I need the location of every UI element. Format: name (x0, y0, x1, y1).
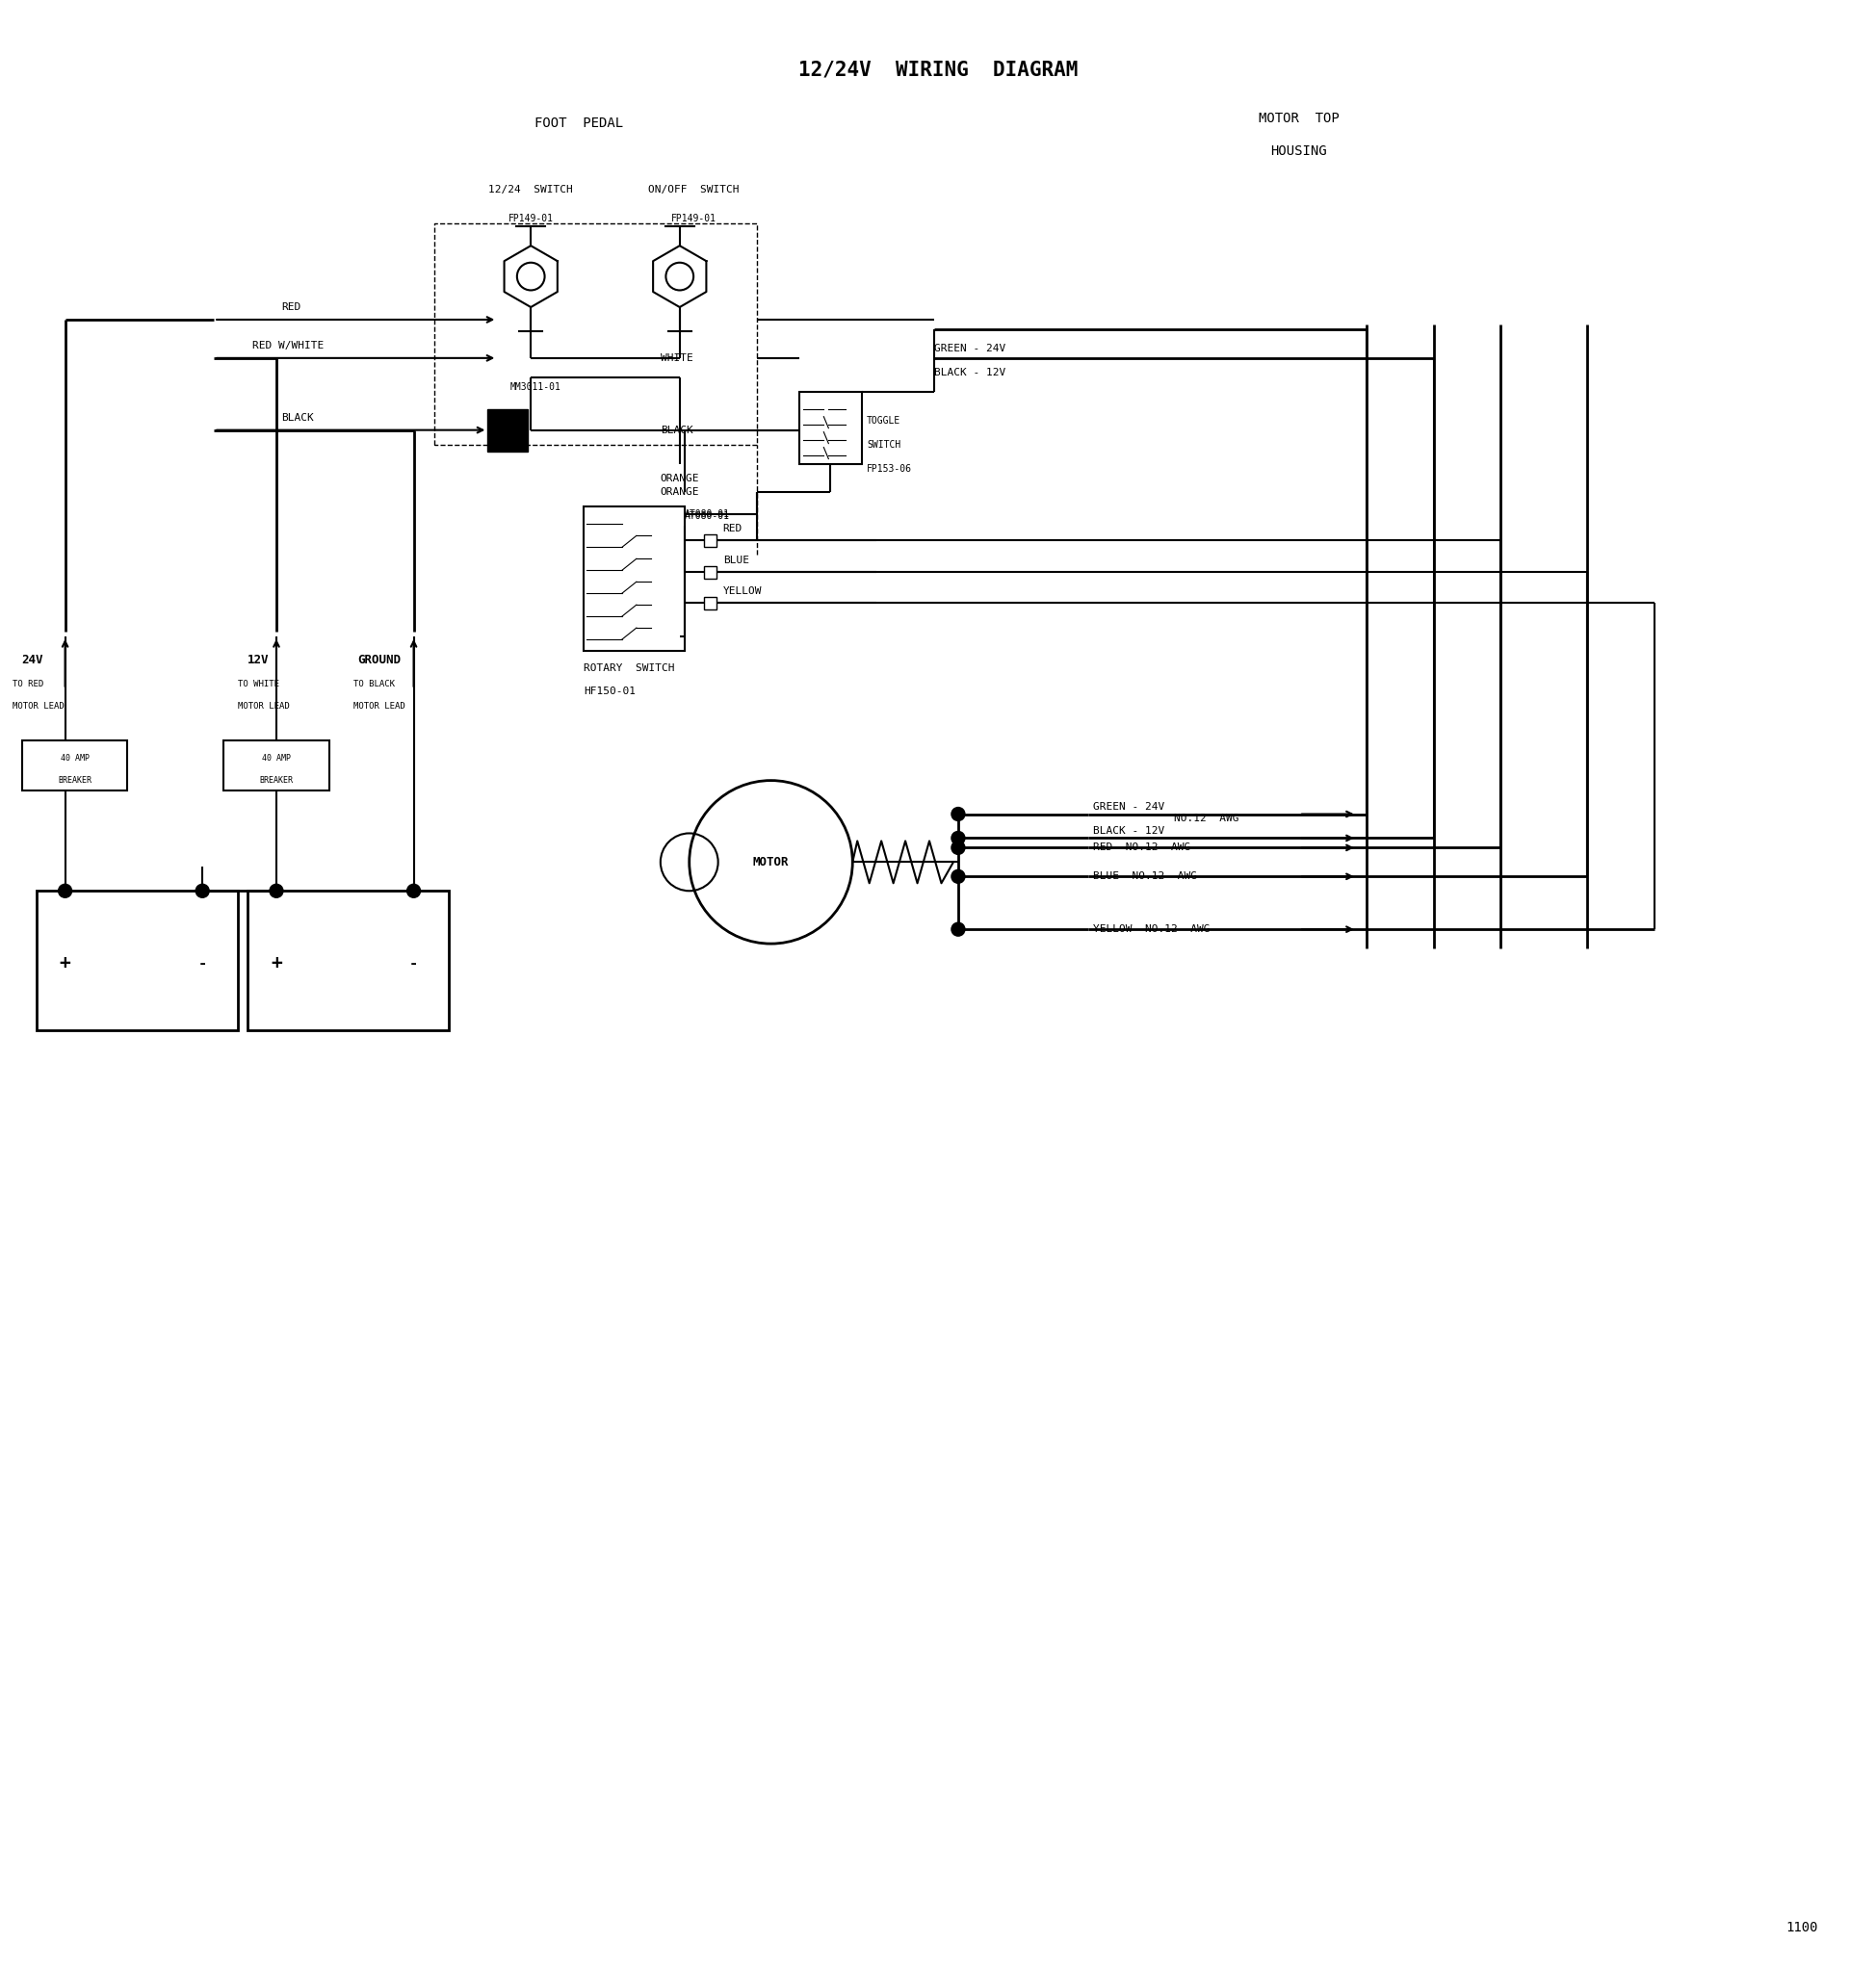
Text: 40 AMP: 40 AMP (263, 754, 291, 762)
Text: YELLOW  NO.12  AWG: YELLOW NO.12 AWG (1092, 925, 1210, 933)
Text: MOTOR LEAD: MOTOR LEAD (238, 703, 289, 711)
Text: TOGGLE: TOGGLE (867, 415, 900, 425)
Circle shape (951, 841, 964, 855)
Bar (583, 506, 685, 652)
Text: ROTARY  SWITCH: ROTARY SWITCH (583, 664, 675, 673)
Text: FP149-01: FP149-01 (672, 215, 717, 224)
Circle shape (407, 884, 420, 898)
Text: BREAKER: BREAKER (58, 776, 92, 786)
Text: 1100: 1100 (1786, 1922, 1818, 1934)
Text: ON/OFF  SWITCH: ON/OFF SWITCH (649, 185, 739, 195)
Text: 24V: 24V (23, 654, 43, 667)
Text: BREAKER: BREAKER (259, 776, 293, 786)
Bar (704, 565, 717, 579)
Text: TO RED: TO RED (13, 679, 43, 689)
Text: BLUE: BLUE (722, 555, 749, 565)
Text: ORANGE: ORANGE (660, 488, 700, 498)
Text: WHITE: WHITE (660, 352, 692, 362)
Text: AT080-01: AT080-01 (685, 512, 730, 522)
Text: YELLOW: YELLOW (722, 587, 762, 597)
Bar (704, 534, 717, 547)
Circle shape (951, 807, 964, 821)
Circle shape (270, 884, 283, 898)
Text: RED  NO.12  AWG: RED NO.12 AWG (1092, 843, 1189, 853)
Text: MOTOR: MOTOR (752, 857, 790, 868)
Bar (223, 740, 328, 790)
Text: FOOT  PEDAL: FOOT PEDAL (535, 116, 623, 130)
Bar (799, 392, 863, 463)
Text: HOUSING: HOUSING (1270, 146, 1328, 158)
Text: 12/24V  WIRING  DIAGRAM: 12/24V WIRING DIAGRAM (797, 61, 1079, 79)
Text: +: + (60, 953, 71, 973)
Text: MM3011-01: MM3011-01 (510, 382, 561, 392)
Text: FP149-01: FP149-01 (508, 215, 553, 224)
Text: GREEN - 24V: GREEN - 24V (934, 345, 1006, 352)
Text: BLACK: BLACK (660, 425, 692, 435)
Text: HF150-01: HF150-01 (583, 687, 636, 695)
Bar (23, 740, 128, 790)
Bar (248, 890, 448, 1030)
Circle shape (951, 923, 964, 935)
Text: ORANGE: ORANGE (660, 473, 700, 482)
Text: TO BLACK: TO BLACK (353, 679, 394, 689)
Text: 12V: 12V (248, 654, 270, 667)
Text: GREEN - 24V: GREEN - 24V (1092, 801, 1165, 811)
Text: 40 AMP: 40 AMP (60, 754, 90, 762)
Text: -: - (199, 955, 206, 971)
Text: BLUE  NO.12  AWG: BLUE NO.12 AWG (1092, 872, 1197, 882)
Text: AT080-01: AT080-01 (685, 510, 730, 520)
Text: +: + (270, 953, 281, 973)
Text: MOTOR LEAD: MOTOR LEAD (13, 703, 64, 711)
Bar (36, 890, 238, 1030)
Text: SWITCH: SWITCH (867, 439, 900, 449)
Text: NO.12  AWG: NO.12 AWG (1174, 813, 1240, 823)
Circle shape (951, 870, 964, 884)
Circle shape (951, 831, 964, 845)
Text: RED W/WHITE: RED W/WHITE (253, 341, 325, 350)
Text: RED: RED (722, 524, 743, 534)
Text: BLACK: BLACK (281, 413, 313, 423)
Text: -: - (409, 955, 418, 971)
Circle shape (58, 884, 71, 898)
Text: MOTOR  TOP: MOTOR TOP (1259, 112, 1339, 124)
Text: FP153-06: FP153-06 (867, 463, 912, 473)
Circle shape (195, 884, 208, 898)
Text: TO WHITE: TO WHITE (238, 679, 280, 689)
Text: RED: RED (281, 303, 300, 311)
Text: GROUND: GROUND (358, 654, 401, 667)
Text: BLACK - 12V: BLACK - 12V (934, 368, 1006, 378)
Bar (488, 410, 527, 451)
Bar (704, 597, 717, 608)
Text: MOTOR LEAD: MOTOR LEAD (353, 703, 405, 711)
Text: 12/24  SWITCH: 12/24 SWITCH (488, 185, 572, 195)
Text: BLACK - 12V: BLACK - 12V (1092, 827, 1165, 837)
